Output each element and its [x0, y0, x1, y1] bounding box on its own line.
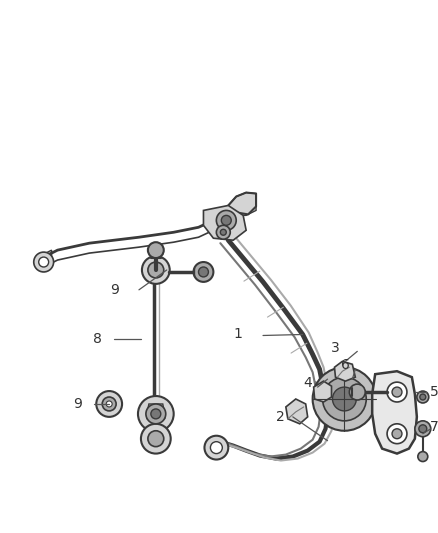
Circle shape — [148, 242, 164, 258]
Text: 7: 7 — [431, 420, 438, 434]
Circle shape — [39, 257, 49, 267]
Text: 2: 2 — [276, 410, 284, 424]
Circle shape — [148, 431, 164, 447]
Circle shape — [148, 262, 164, 278]
Text: 6: 6 — [341, 358, 350, 372]
Circle shape — [332, 387, 356, 411]
Text: 3: 3 — [331, 341, 340, 356]
Circle shape — [141, 424, 171, 454]
Circle shape — [322, 377, 366, 421]
Text: 8: 8 — [93, 333, 102, 346]
Polygon shape — [314, 381, 332, 402]
Circle shape — [151, 409, 161, 419]
Polygon shape — [147, 404, 165, 419]
Polygon shape — [204, 205, 246, 240]
Circle shape — [205, 435, 228, 459]
Circle shape — [194, 262, 213, 282]
Circle shape — [350, 384, 365, 400]
Text: 9: 9 — [73, 397, 82, 411]
Circle shape — [221, 215, 231, 225]
Circle shape — [146, 404, 166, 424]
Polygon shape — [42, 250, 52, 270]
Circle shape — [142, 256, 170, 284]
Circle shape — [418, 451, 428, 462]
Circle shape — [210, 442, 223, 454]
Text: 5: 5 — [431, 385, 438, 399]
Polygon shape — [228, 192, 256, 215]
Circle shape — [96, 391, 122, 417]
Circle shape — [415, 421, 431, 437]
Circle shape — [216, 211, 236, 230]
Text: 1: 1 — [234, 327, 243, 342]
Circle shape — [420, 394, 426, 400]
Circle shape — [392, 387, 402, 397]
Polygon shape — [335, 361, 355, 381]
Circle shape — [34, 252, 53, 272]
Circle shape — [417, 391, 429, 403]
Circle shape — [106, 401, 112, 407]
Text: 4: 4 — [303, 376, 312, 390]
Circle shape — [138, 396, 174, 432]
Circle shape — [102, 397, 116, 411]
Circle shape — [216, 225, 230, 239]
Circle shape — [313, 367, 376, 431]
Text: 9: 9 — [110, 283, 119, 297]
Circle shape — [419, 425, 427, 433]
Polygon shape — [372, 371, 417, 454]
Circle shape — [387, 382, 407, 402]
Circle shape — [220, 229, 226, 235]
Circle shape — [387, 424, 407, 443]
Circle shape — [198, 267, 208, 277]
Polygon shape — [286, 399, 307, 424]
Circle shape — [392, 429, 402, 439]
